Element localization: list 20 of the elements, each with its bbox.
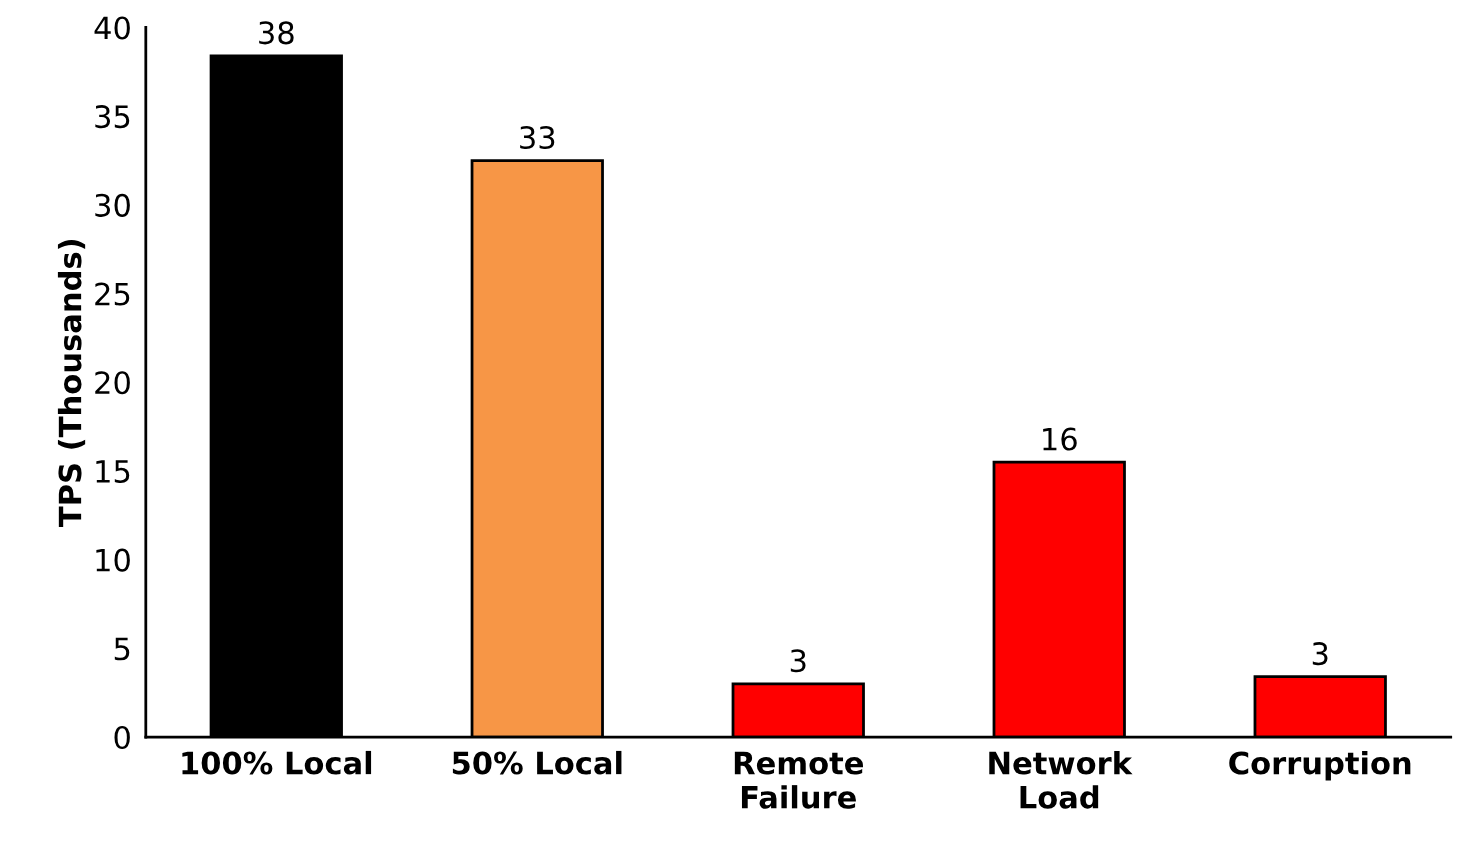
x-tick-label: 100% Local: [182, 750, 372, 775]
data-label: 38: [259, 21, 294, 45]
data-label: 3: [1312, 642, 1328, 666]
y-tick-label: 15: [96, 460, 130, 483]
data-label: 16: [1043, 427, 1077, 451]
data-label: 33: [520, 125, 555, 150]
y-axis-title: TPS (Thousands): [57, 239, 86, 527]
y-tick-label: 40: [94, 16, 130, 40]
data-label: 3: [790, 649, 806, 673]
y-tick-label: 10: [96, 548, 130, 572]
x-tick-label: Corruption: [1229, 750, 1411, 781]
x-tick-label: Remote Failure: [734, 751, 863, 809]
x-tick-label: 50% Local: [452, 750, 622, 775]
y-tick-label: 5: [114, 637, 130, 661]
y-tick-label: 20: [95, 371, 130, 395]
y-tick-label: 25: [95, 282, 130, 306]
x-tick-label: Network Load: [989, 750, 1133, 809]
y-tick-label: 35: [95, 105, 130, 129]
y-tick-label: 0: [114, 725, 130, 750]
y-tick-label: 30: [95, 193, 130, 217]
